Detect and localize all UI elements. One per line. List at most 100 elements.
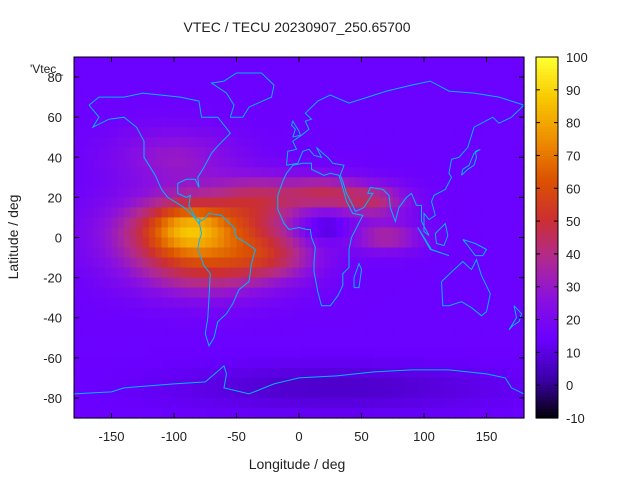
heatmap-cell	[274, 137, 281, 148]
heatmap-cell	[305, 137, 313, 148]
heatmap-cell	[367, 107, 375, 118]
heatmap-cell	[286, 327, 294, 339]
colorbar-segment	[536, 264, 558, 269]
heatmap-cell	[342, 377, 350, 389]
heatmap-cell	[492, 197, 500, 209]
heatmap-cell	[380, 107, 388, 118]
heatmap-cell	[374, 387, 381, 399]
heatmap-cell	[461, 217, 469, 229]
heatmap-cell	[167, 317, 175, 329]
heatmap-cell	[392, 217, 400, 229]
heatmap-cell	[430, 207, 438, 219]
heatmap-cell	[161, 87, 169, 98]
heatmap-cell	[392, 177, 400, 188]
heatmap-cell	[80, 357, 88, 369]
heatmap-cell	[424, 207, 431, 219]
heatmap-cell	[461, 57, 469, 68]
heatmap-cell	[299, 97, 306, 108]
colorbar-segment	[536, 174, 558, 178]
heatmap-cell	[455, 407, 463, 419]
heatmap-cell	[161, 397, 169, 409]
heatmap-cell	[349, 127, 356, 138]
heatmap-cell	[424, 367, 431, 379]
heatmap-cell	[399, 247, 406, 259]
heatmap-cell	[511, 237, 519, 249]
heatmap-cell	[374, 97, 381, 108]
heatmap-cell	[255, 147, 263, 158]
heatmap-cell	[74, 367, 81, 379]
heatmap-cell	[80, 167, 88, 178]
heatmap-cell	[130, 387, 138, 399]
heatmap-cell	[280, 67, 288, 78]
heatmap-cell	[249, 247, 256, 259]
heatmap-cell	[261, 147, 269, 158]
heatmap-cell	[449, 147, 456, 158]
heatmap-cell	[199, 87, 206, 98]
heatmap-cell	[230, 317, 238, 329]
heatmap-cell	[299, 297, 306, 309]
heatmap-cell	[80, 147, 88, 158]
heatmap-cell	[242, 187, 250, 198]
coast-north-america	[88, 92, 231, 225]
heatmap-cell	[436, 207, 444, 219]
heatmap-cell	[255, 377, 263, 389]
heatmap-cell	[242, 407, 250, 419]
heatmap-cell	[105, 367, 113, 379]
heatmap-cell	[342, 157, 350, 168]
heatmap-cell	[267, 207, 275, 219]
heatmap-cell	[330, 207, 338, 219]
heatmap-cell	[442, 87, 450, 98]
heatmap-cell	[374, 257, 381, 269]
heatmap-cell	[155, 307, 163, 319]
heatmap-cell	[305, 147, 313, 158]
heatmap-cell	[255, 217, 263, 229]
heatmap-cell	[292, 347, 300, 359]
heatmap-cell	[280, 147, 288, 158]
x-axis-ticks: -150 -100 -50 0 50 100 150	[98, 57, 497, 444]
heatmap-cell	[136, 207, 144, 219]
heatmap-cell	[499, 407, 506, 419]
heatmap-cell	[455, 147, 463, 158]
heatmap-cell	[86, 57, 94, 68]
heatmap-cell	[405, 287, 413, 299]
heatmap-cell	[517, 257, 525, 269]
colorbar-segment	[536, 261, 558, 266]
heatmap-cell	[417, 397, 425, 409]
heatmap-cell	[417, 117, 425, 128]
heatmap-cell	[511, 257, 519, 269]
heatmap-cell	[486, 207, 494, 219]
heatmap-cell	[486, 267, 494, 279]
heatmap-cell	[261, 197, 269, 209]
heatmap-cell	[474, 347, 481, 359]
heatmap-cell	[517, 377, 525, 389]
heatmap-cell	[355, 377, 363, 389]
heatmap-cell	[205, 197, 213, 209]
heatmap-cell	[511, 287, 519, 299]
heatmap-cell	[261, 377, 269, 389]
heatmap-cell	[492, 287, 500, 299]
heatmap-cell	[317, 87, 325, 98]
heatmap-cell	[492, 67, 500, 78]
heatmap-cell	[130, 277, 138, 289]
heatmap-cell	[311, 397, 319, 409]
heatmap-cell	[417, 187, 425, 198]
heatmap-cell	[386, 297, 394, 309]
heatmap-cell	[105, 127, 113, 138]
heatmap-cell	[386, 337, 394, 349]
heatmap-cell	[311, 97, 319, 108]
heatmap-cell	[286, 117, 294, 128]
y-axis-label: Latitude / deg	[5, 195, 21, 280]
heatmap-cell	[224, 67, 231, 78]
heatmap-cell	[330, 107, 338, 118]
heatmap-cell	[467, 177, 475, 188]
heatmap-cell	[99, 277, 106, 289]
heatmap-cell	[449, 187, 456, 198]
heatmap-cell	[105, 67, 113, 78]
heatmap-cell	[161, 127, 169, 138]
heatmap-cell	[142, 187, 150, 198]
heatmap-cell	[142, 297, 150, 309]
heatmap-cell	[142, 367, 150, 379]
heatmap-cell	[324, 77, 331, 88]
heatmap-cell	[392, 187, 400, 198]
